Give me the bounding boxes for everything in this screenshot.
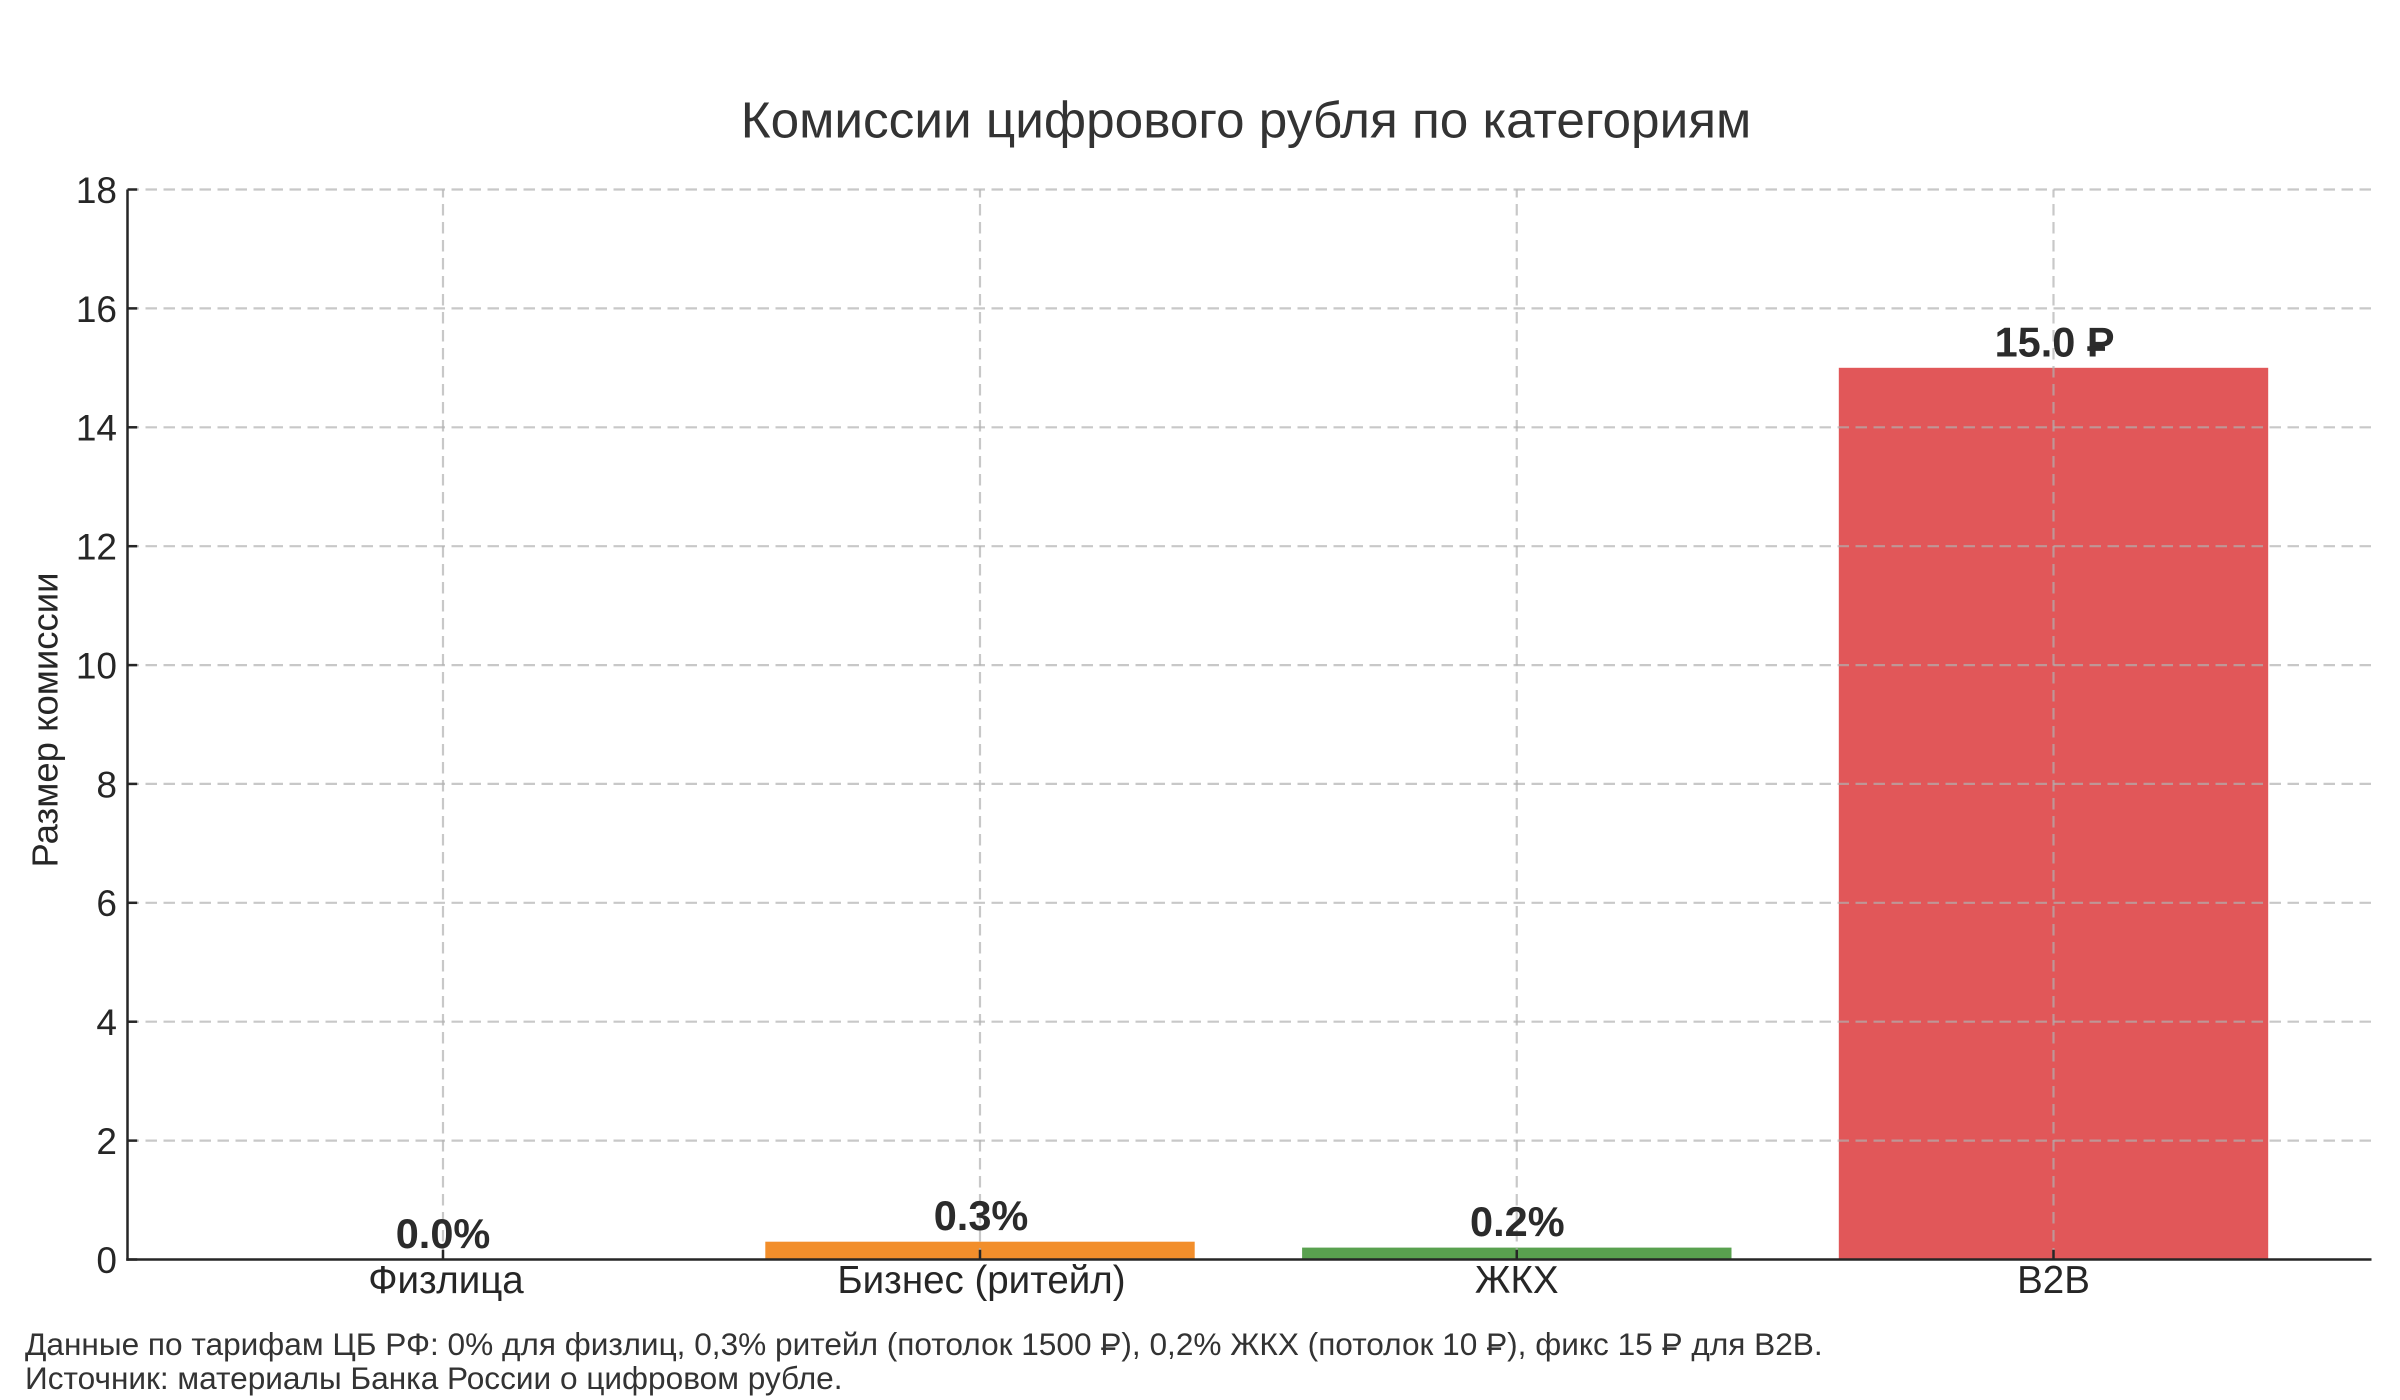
svg-text:B2B: B2B [2017, 1259, 2090, 1302]
svg-text:Размер комиссии: Размер комиссии [25, 572, 66, 867]
svg-text:4: 4 [96, 1002, 117, 1043]
svg-text:Бизнес (ритейл): Бизнес (ритейл) [837, 1259, 1125, 1302]
svg-text:0.2%: 0.2% [1470, 1198, 1565, 1245]
svg-text:12: 12 [76, 527, 117, 568]
svg-text:14: 14 [76, 408, 117, 449]
svg-text:0: 0 [96, 1240, 117, 1281]
svg-text:2: 2 [96, 1121, 117, 1162]
svg-text:0.3%: 0.3% [934, 1192, 1029, 1239]
svg-text:6: 6 [96, 883, 117, 924]
svg-text:ЖКХ: ЖКХ [1475, 1259, 1559, 1302]
svg-text:10: 10 [76, 646, 117, 687]
svg-text:15.0 Р: 15.0 Р [1995, 319, 2115, 366]
svg-text:0.0%: 0.0% [396, 1210, 491, 1257]
svg-text:18: 18 [76, 170, 117, 211]
svg-text:8: 8 [96, 764, 117, 805]
svg-text:Комиссии цифрового рубля по ка: Комиссии цифрового рубля по категориям [741, 92, 1752, 149]
svg-text:Источник: материалы Банка Росс: Источник: материалы Банка России о цифро… [25, 1360, 843, 1396]
svg-text:16: 16 [76, 289, 117, 330]
svg-text:Данные по тарифам ЦБ РФ: 0% дл: Данные по тарифам ЦБ РФ: 0% для физлиц, … [25, 1326, 1823, 1362]
svg-text:Физлица: Физлица [368, 1259, 524, 1302]
